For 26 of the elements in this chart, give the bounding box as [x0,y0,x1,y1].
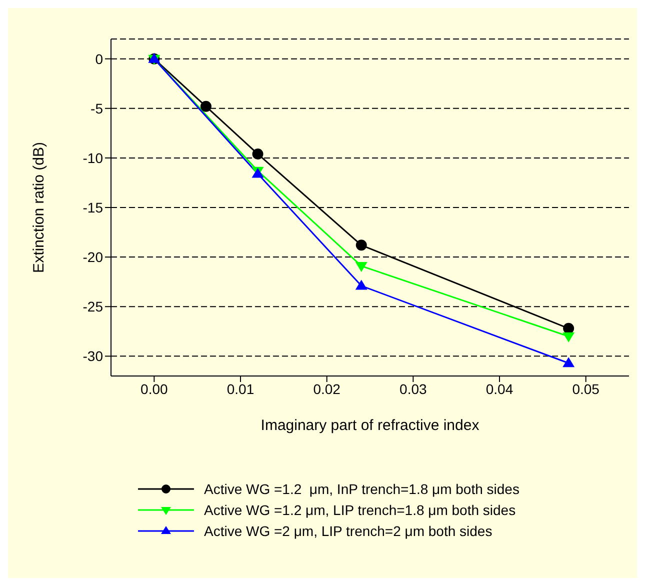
y-axis-title: Extinction ratio (dB) [30,142,48,273]
point [356,240,367,251]
x-axis-title: Imaginary part of refractive index [260,417,480,434]
x-tick-label: 0.05 [572,380,600,397]
y-tick-label: -5 [90,100,104,116]
y-tick-label: -20 [82,249,104,266]
x-tick-label: 0.00 [140,380,168,397]
point [252,148,264,160]
y-tick-label: -25 [82,298,104,315]
y-tick-label: 0 [95,50,104,67]
x-tick-label: 0.01 [226,380,254,397]
x-tick-label: 0.02 [313,380,341,397]
x-tick-label: 0.04 [486,380,514,397]
legend-label: Active WG =1.2 μm, LIP trench=1.8 μm both sides [204,502,516,518]
point [355,262,368,272]
legend-label: Active WG =1.2 μm, InP trench=1.8 μm both sides [204,480,520,496]
point [562,357,575,368]
y-tick-label: -30 [82,348,104,364]
y-tick-label: -15 [82,199,104,216]
legend-label: Active WG =2 μm, LIP trench=2 μm both sides [204,522,492,538]
y-tick-label: -10 [82,150,104,166]
x-tick-label: 0.03 [400,380,428,397]
point [355,280,368,290]
point [200,100,212,112]
point [563,322,574,334]
point [562,332,575,342]
